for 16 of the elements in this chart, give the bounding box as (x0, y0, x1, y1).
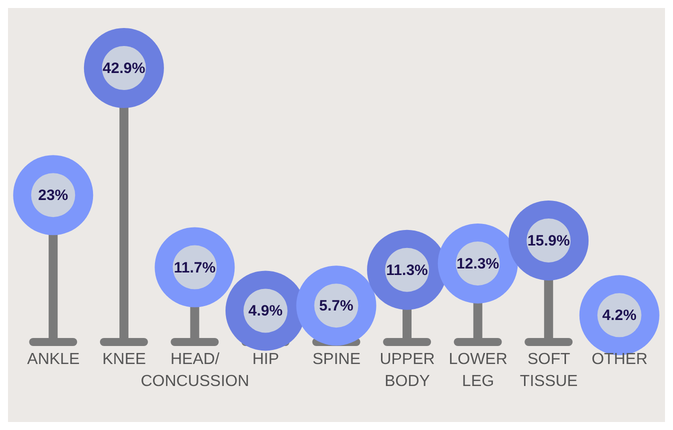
x-tick-label: OTHER (592, 351, 648, 368)
data-label: 23% (38, 187, 68, 204)
x-tick-label: SPINE (312, 351, 361, 368)
data-label: 42.9% (102, 60, 146, 77)
data-label: 12.3% (456, 255, 500, 272)
data-label: 4.2% (602, 307, 636, 324)
x-tick-label: ANKLE (27, 351, 80, 368)
data-label: 15.9% (527, 232, 570, 250)
x-tick-label: SOFT TISSUE (520, 351, 578, 390)
x-tick-label: HIP (252, 351, 280, 368)
x-tick-label: LOWER LEG (448, 351, 508, 390)
data-label: 4.9% (248, 302, 283, 320)
data-label: 11.3% (386, 262, 428, 279)
x-tick-label: UPPER BODY (380, 351, 435, 390)
data-label: 11.7% (174, 259, 216, 276)
data-label: 5.7% (319, 298, 354, 315)
